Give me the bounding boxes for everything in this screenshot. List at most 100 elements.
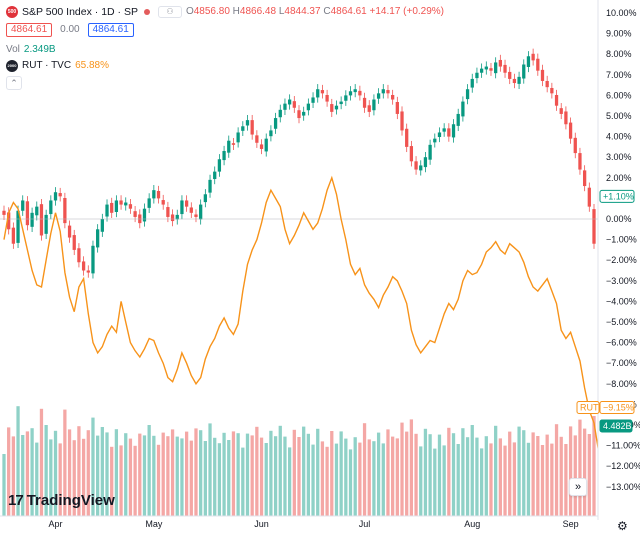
candle-body <box>517 76 521 84</box>
volume-bar <box>180 438 184 516</box>
volume-bar <box>49 439 53 516</box>
candle-body <box>91 245 95 274</box>
candle-body <box>320 90 325 94</box>
volume-bar <box>166 436 170 516</box>
volume-bar <box>142 435 147 516</box>
volume-bar <box>559 436 563 516</box>
candle-body <box>86 270 90 273</box>
volume-bar <box>517 426 521 516</box>
double-chevron-right-icon[interactable]: » <box>569 478 587 496</box>
volume-bar <box>311 444 315 516</box>
tradingview-wordmark: TradingView <box>26 492 115 509</box>
volume-bar <box>77 426 81 516</box>
candle-body <box>400 111 404 131</box>
volume-bar <box>475 437 479 516</box>
symbol-title[interactable]: S&P 500 Index · 1D · SP <box>22 6 138 18</box>
candle-body <box>522 64 526 79</box>
candle-body <box>213 171 217 180</box>
volume-bar <box>381 443 385 516</box>
bid-price[interactable]: 4864.61 <box>6 23 53 37</box>
price-scale[interactable]: 10.00% 9.00% 8.00% 7.00% 6.00% 5.00% 4.00% 3.00… <box>597 0 640 539</box>
candle-body <box>67 225 72 238</box>
candle-body <box>423 157 428 168</box>
y-tick-label: 3.00% <box>606 152 632 162</box>
candle-body <box>592 209 596 244</box>
volume-bar <box>461 428 465 516</box>
candle-body <box>311 97 315 103</box>
volume-bar <box>456 444 460 516</box>
volume-bar <box>297 437 301 516</box>
rut-change-tag: −9.15% <box>599 400 635 414</box>
volume-bar <box>25 431 30 516</box>
rut-change-tag-bg <box>599 400 635 414</box>
volume-bar <box>339 431 343 516</box>
candle-body <box>545 80 549 88</box>
volume-bar <box>325 446 329 516</box>
volume-bar <box>391 436 395 516</box>
candle-body <box>419 165 423 171</box>
candle-body <box>222 151 226 161</box>
candle-body <box>386 90 390 94</box>
main-series-legend[interactable]: 500 S&P 500 Index · 1D · SP ⚇ O4856.80 H… <box>6 4 444 20</box>
gear-icon[interactable]: ⚙ <box>617 519 628 533</box>
eye-icon[interactable]: ⚇ <box>157 6 182 18</box>
candle-body <box>578 153 582 170</box>
rut-symbol-tag-text: RUT <box>580 402 599 412</box>
x-tick-label: Sep <box>563 519 579 529</box>
y-tick-label: −1.00% <box>606 235 637 245</box>
candle-body <box>119 200 123 205</box>
volume-bar <box>91 417 95 516</box>
candle-body <box>114 200 119 212</box>
volume-bar <box>269 430 273 516</box>
volume-bar <box>30 428 34 516</box>
candle-body <box>44 214 48 234</box>
volume-bar <box>433 448 437 516</box>
compare-title[interactable]: RUT · TVC <box>22 60 72 71</box>
volume-bar <box>451 433 456 516</box>
candle-body <box>428 144 432 160</box>
y-tick-label: −5.00% <box>606 317 637 327</box>
price-scale-bg <box>598 0 640 539</box>
volume-bar <box>213 437 217 516</box>
candle-body <box>381 89 385 94</box>
volume-bar <box>498 438 502 516</box>
volume-bar <box>21 435 25 516</box>
y-tick-label: −2.00% <box>606 255 637 265</box>
compare-value: 65.88% <box>75 60 109 71</box>
candle-body <box>367 105 371 112</box>
candle-body <box>536 58 540 71</box>
candle-body <box>437 132 442 138</box>
volume-bar <box>465 437 470 516</box>
candle-body <box>550 87 554 94</box>
candle-body <box>484 66 488 70</box>
candle-body <box>540 69 545 81</box>
volume-legend[interactable]: Vol 2.349B <box>6 42 444 58</box>
rut-change-tag-text: −9.15% <box>603 402 634 412</box>
volume-bar <box>554 424 559 516</box>
y-tick-label: 2.00% <box>606 173 632 183</box>
x-tick-label: May <box>145 519 163 529</box>
chevron-up-icon[interactable]: ⌃ <box>6 76 22 90</box>
candle-body <box>16 210 20 243</box>
volume-bars <box>2 406 596 516</box>
market-status-dot[interactable] <box>143 9 150 15</box>
volume-bar <box>405 431 409 516</box>
volume-bar <box>189 440 193 516</box>
tradingview-logo[interactable]: 17 TradingView <box>8 492 115 509</box>
volume-bar <box>353 437 357 516</box>
volume-bar <box>489 443 493 516</box>
volume-bar <box>199 430 203 516</box>
candle-body <box>128 204 133 209</box>
compare-legend[interactable]: 2000 RUT · TVC 65.88% <box>6 58 444 74</box>
volume-bar <box>470 425 474 516</box>
volume-bar <box>231 431 236 516</box>
time-scale[interactable]: AprMayJunJulAugSepOct <box>0 515 640 529</box>
y-tick-label: 10.00% <box>606 8 637 18</box>
candle-body <box>194 214 198 217</box>
spx-candles <box>2 48 596 279</box>
ask-price[interactable]: 4864.61 <box>87 23 134 37</box>
volume-bar <box>536 436 540 516</box>
volume-bar <box>423 428 428 516</box>
candle-body <box>316 89 320 98</box>
